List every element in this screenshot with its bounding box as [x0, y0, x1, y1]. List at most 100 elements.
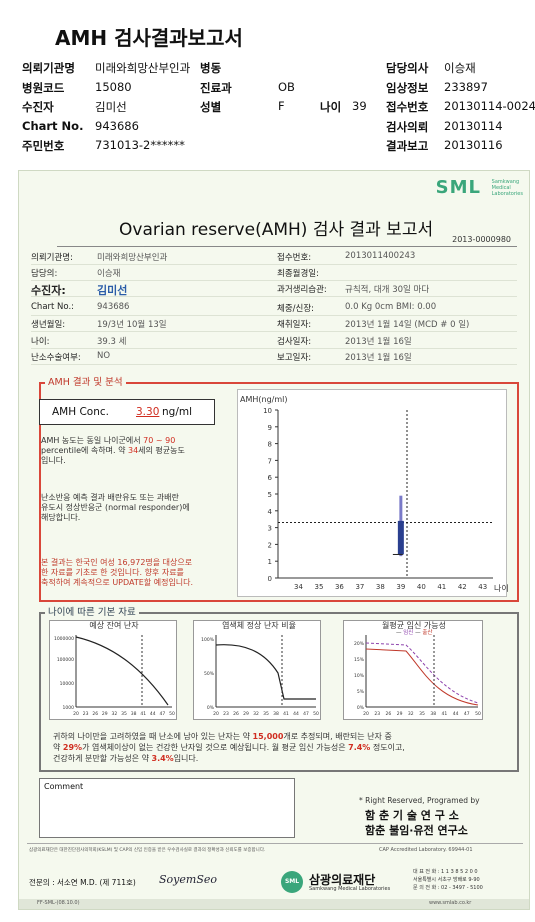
- mini-x-tick: 50: [169, 711, 175, 717]
- info-value: 김미선: [97, 284, 128, 297]
- contact-info: 대 표 전 화 : 1 1 3 8 5 2 0 0 서울특별시 서초구 방배로 9…: [413, 869, 483, 891]
- signature: SoyemSeo: [159, 873, 217, 886]
- mini-x-tick: 44: [293, 711, 299, 717]
- mini-x-tick: 41: [140, 711, 146, 717]
- x-tick-label: 34: [294, 583, 303, 591]
- specialist: 전문의 : 서소연 M.D. (제 711호): [29, 878, 136, 887]
- mini-x-tick: 44: [453, 711, 459, 717]
- mini-x-tick: 35: [263, 711, 269, 717]
- mini-curve: [215, 644, 316, 700]
- y-tick-label: 4: [268, 508, 273, 516]
- info-label: 나이:: [31, 337, 50, 347]
- mini-x-tick: 32: [408, 711, 414, 717]
- header-label: 임상정보: [386, 81, 429, 95]
- header-label: 성별: [200, 100, 222, 114]
- mini-x-tick: 35: [121, 711, 127, 717]
- mini-x-tick: 38: [273, 711, 279, 717]
- header-value: 미래와희망산부인과: [95, 61, 191, 75]
- x-tick-label: 35: [314, 583, 323, 591]
- info-value: 규칙적, 대개 30일 마다: [345, 285, 430, 295]
- y-axis-label: AMH(ng/ml): [240, 395, 288, 404]
- header-label: 주민번호: [22, 139, 65, 153]
- header-label: 병원코드: [22, 81, 65, 95]
- amh-result-box: [39, 382, 519, 602]
- foundation-name: 삼광의료재단: [309, 873, 376, 887]
- amh-interpretation: AMH 농도는 동일 나이군에서 70 ~ 90 percentile에 속하며…: [41, 436, 185, 465]
- x-tick-label: 36: [335, 583, 344, 591]
- sml-logo: SML: [435, 177, 481, 198]
- info-row-line: [31, 364, 517, 365]
- info-value: NO: [97, 351, 111, 361]
- header-label: 진료과: [200, 81, 232, 95]
- comment-label: Comment: [44, 782, 84, 791]
- info-value: 943686: [97, 302, 130, 312]
- mini-x-tick: 26: [233, 711, 239, 717]
- mini-x-tick: 41: [442, 711, 448, 717]
- info-value: 미래와희망산부인과: [97, 253, 168, 263]
- mini-y-tick: 20%: [354, 641, 365, 647]
- x-tick-label: 38: [376, 583, 385, 591]
- footer-strip: FF-SML-(08.10.0) www.smlab.co.kr: [19, 899, 529, 909]
- age-section-title: 나이에 따른 기본 자료: [45, 604, 139, 618]
- info-label: 의뢰기관명:: [31, 253, 73, 263]
- mini-x-tick: 50: [313, 711, 319, 717]
- info-value: 19/3년 10월 13일: [97, 320, 167, 330]
- mini-x-tick: 44: [150, 711, 156, 717]
- header-value: OB: [278, 80, 295, 94]
- mini-x-tick: 41: [283, 711, 289, 717]
- rights-text: * Right Reserved, Programed by: [359, 796, 480, 805]
- y-tick-label: 3: [268, 525, 272, 533]
- info-row-line: [31, 331, 517, 332]
- header-value: 15080: [95, 80, 132, 94]
- pregnancy-chance-chart: 20 23 26 29 32 35 38 41 44 47 50 20% 15% 10% 5% 0% — 임신 …: [343, 620, 483, 720]
- data-note: 본 결과는 한국인 여성 16,972명을 대상으로 한 자료를 기초로 한 것입…: [41, 558, 194, 587]
- y-tick-label: 5: [268, 491, 272, 499]
- info-label: 검사일자:: [277, 337, 312, 347]
- info-label: 과거생리습관:: [277, 285, 327, 295]
- normal-egg-ratio-chart: 20 23 26 29 32 35 38 41 44 47 50 100% 50% 0%: [193, 620, 321, 720]
- mini-x-tick: 23: [374, 711, 380, 717]
- header-value: 943686: [95, 119, 139, 133]
- mini-x-tick: 32: [253, 711, 259, 717]
- x-tick-label: 37: [355, 583, 364, 591]
- mini-y-tick: 10%: [354, 673, 365, 679]
- header-value: 20130116: [444, 138, 503, 152]
- mini-x-tick: 32: [112, 711, 118, 717]
- info-label: 채취일자:: [277, 320, 312, 330]
- header-value: 731013-2******: [95, 138, 185, 152]
- page-title: AMH 검사결과보고서: [55, 26, 243, 50]
- x-tick-label: 40: [417, 583, 426, 591]
- title-divider: [57, 246, 517, 247]
- header-age-value: 39: [352, 99, 367, 113]
- info-row-line: [31, 315, 517, 316]
- info-label: 수진자:: [31, 284, 66, 297]
- mini-title-1: 예상 잔여 난자: [89, 621, 139, 630]
- info-value: 2013년 1월 14일 (MCD # 0 일): [345, 320, 470, 330]
- info-label: 체중/신장:: [277, 304, 315, 314]
- mini-y-tick: 5%: [357, 689, 365, 695]
- foundation-logo-icon: SML: [281, 871, 303, 893]
- comment-box: Comment: [39, 778, 295, 838]
- info-label: Chart No.:: [31, 302, 75, 312]
- header-label: 수진자: [22, 100, 54, 114]
- y-tick-label: 9: [268, 424, 272, 432]
- y-tick-label: 6: [268, 474, 273, 482]
- mini-x-tick: 20: [363, 711, 369, 717]
- info-value: 0.0 Kg 0cm BMI: 0.00: [345, 302, 437, 312]
- mini-legend: — 임신 — 출산: [396, 628, 433, 636]
- info-row-line: [31, 348, 517, 349]
- y-tick-label: 8: [268, 441, 272, 449]
- mini-title-2: 염색체 정상 난자 비율: [222, 621, 296, 630]
- amh-conc-box: AMH Conc. 3.30 ng/ml: [39, 399, 215, 425]
- mini-y-tick: 100000: [57, 657, 74, 663]
- amh-section-title: AMH 결과 및 분석: [45, 374, 126, 388]
- header-value: 20130114-00243: [444, 99, 535, 113]
- y-tick-label: 2: [268, 541, 272, 549]
- header-value: 김미선: [95, 100, 127, 114]
- report-sheet: SML Samkwang Medical Laboratories Ovaria…: [18, 170, 530, 910]
- x-axis-label: 나이: [494, 583, 508, 593]
- mini-y-tick: 1000: [63, 705, 75, 711]
- info-value: 이승재: [97, 269, 121, 279]
- mini-x-tick: 29: [102, 711, 108, 717]
- report-title: Ovarian reserve(AMH) 검사 결과 보고서: [119, 220, 434, 240]
